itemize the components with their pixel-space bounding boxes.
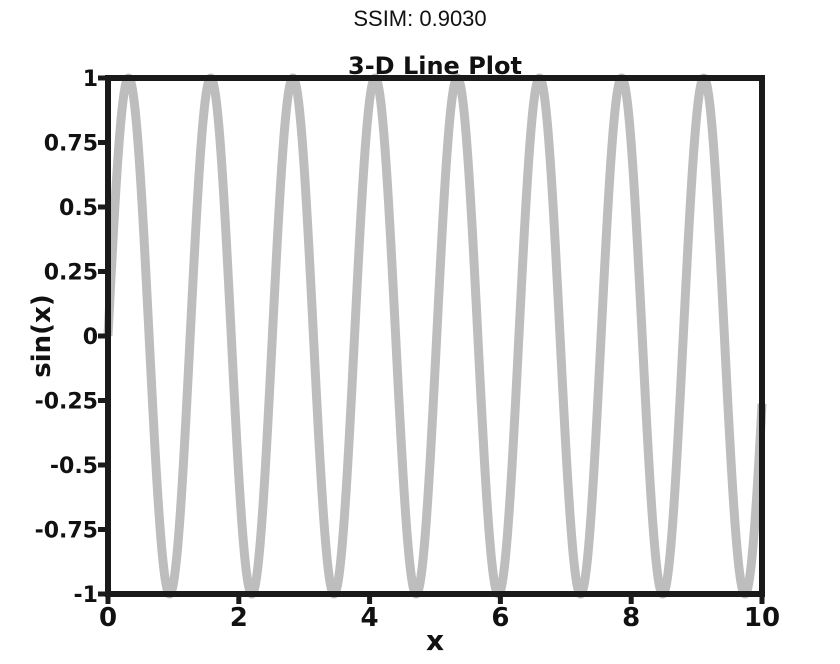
y-tick-label: -1 — [74, 583, 98, 608]
series-line-0 — [103, 73, 767, 599]
y-tick-label: -0.5 — [50, 454, 98, 479]
y-tick-label: 0 — [83, 325, 98, 350]
y-tick-label: 0.75 — [44, 132, 98, 157]
x-tick-label: 6 — [491, 603, 509, 633]
x-tick-label: 4 — [361, 603, 379, 633]
y-tick-label: 0.25 — [44, 261, 98, 286]
image-header-label: SSIM: 0.9030 — [353, 6, 487, 31]
y-axis-ticks: -1 -0.75 -0.5 -0.25 0 0.25 0.5 0.75 1 — [35, 67, 108, 608]
x-tick-label: 0 — [99, 603, 117, 633]
chart-title: 3-D Line Plot — [348, 52, 522, 80]
y-tick-label: 1 — [83, 67, 98, 92]
x-tick-label: 2 — [230, 603, 248, 633]
y-tick-label: 0.5 — [59, 196, 98, 221]
plot-area — [103, 73, 767, 599]
y-tick-label: -0.25 — [35, 390, 98, 415]
x-axis-ticks: 0 2 4 6 8 10 — [99, 594, 780, 633]
x-tick-label: 10 — [744, 603, 780, 633]
x-axis-title: x — [426, 624, 444, 657]
x-tick-label: 8 — [622, 603, 640, 633]
y-tick-label: -0.75 — [35, 519, 98, 544]
y-axis-title: sin(x) — [27, 294, 57, 377]
